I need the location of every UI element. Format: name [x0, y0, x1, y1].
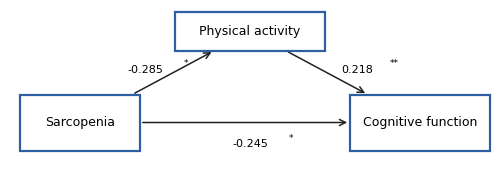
Text: Physical activity: Physical activity: [200, 25, 300, 38]
FancyBboxPatch shape: [350, 94, 490, 150]
Text: Cognitive function: Cognitive function: [363, 116, 477, 129]
FancyBboxPatch shape: [20, 94, 140, 150]
Text: *: *: [184, 59, 188, 68]
Text: -0.285: -0.285: [127, 65, 163, 75]
Text: 0.218: 0.218: [342, 65, 374, 75]
FancyBboxPatch shape: [175, 12, 325, 51]
Text: *: *: [289, 134, 294, 143]
Text: Sarcopenia: Sarcopenia: [45, 116, 115, 129]
Text: **: **: [390, 59, 399, 68]
Text: -0.245: -0.245: [232, 139, 268, 149]
